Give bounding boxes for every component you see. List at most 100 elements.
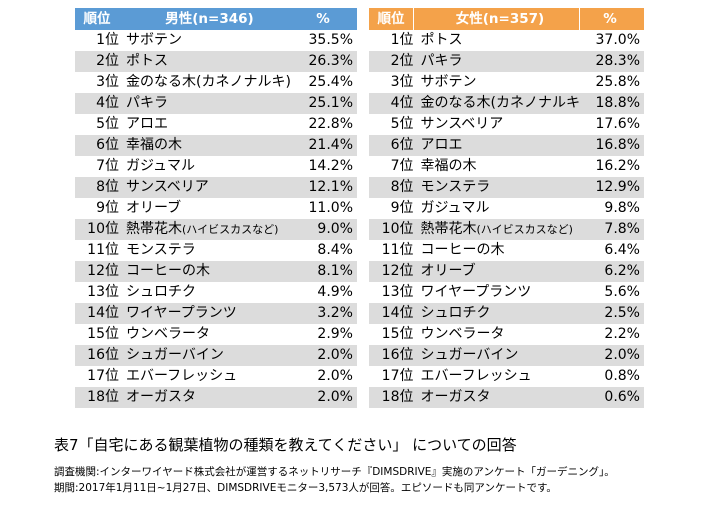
table-row: 3位 金のなる木(カネノナルキ) 25.4%: [75, 72, 357, 93]
plant-name: モンステラ: [126, 242, 196, 258]
plant-name-cell: 金のなる木(カネノナルキ): [413, 93, 580, 114]
plant-name-cell: オーガスタ: [119, 387, 293, 408]
percent-cell: 12.1%: [293, 177, 357, 198]
plant-name-cell: サンスベリア: [119, 177, 293, 198]
plant-name: ワイヤープランツ: [126, 305, 237, 321]
plant-name: 幸福の木: [126, 137, 182, 153]
percent-cell: 28.3%: [579, 51, 644, 72]
rank-cell: 17位: [87, 368, 119, 384]
percent-cell: 2.0%: [579, 345, 644, 366]
rank-cell: 5位: [96, 116, 119, 132]
plant-name: オーガスタ: [420, 389, 491, 405]
percent-cell: 6.2%: [579, 261, 644, 282]
plant-name: サボテン: [126, 32, 182, 48]
rank-cell: 10位: [75, 219, 119, 240]
plant-name: 熱帯花木: [126, 221, 182, 237]
plant-name-cell: オーガスタ: [413, 387, 580, 408]
percent-cell: 7.8%: [579, 219, 644, 240]
percent-cell: 26.3%: [293, 51, 357, 72]
table-caption: 表7「自宅にある観葉植物の種類を教えてください」 についての回答: [54, 436, 517, 454]
rank-cell: 11位: [87, 242, 119, 258]
percent-cell: 9.0%: [293, 219, 357, 240]
rank-cell: 16位: [75, 345, 119, 366]
rank-cell: 3位: [96, 74, 119, 90]
plant-name: ウンベラータ: [126, 326, 210, 342]
plant-name: 金のなる木(カネノナルキ): [126, 74, 291, 90]
percent-cell: 37.0%: [595, 32, 640, 48]
table-row: 11位 コーヒーの木 6.4%: [369, 240, 644, 261]
table-row: 10位 熱帯花木(ハイビスカスなど) 7.8%: [369, 219, 644, 240]
plant-name: アロエ: [126, 116, 168, 132]
table-row: 5位 アロエ 22.8%: [75, 114, 357, 135]
percent-cell: 18.8%: [579, 93, 644, 114]
table-row: 6位 幸福の木 21.4%: [75, 135, 357, 156]
plant-name-cell: コーヒーの木: [414, 240, 580, 261]
percent-cell: 4.9%: [317, 284, 353, 300]
plant-name: アロエ: [420, 137, 463, 153]
percent-cell: 2.0%: [293, 387, 357, 408]
percent-cell: 16.8%: [579, 135, 644, 156]
percent-cell: 35.5%: [308, 32, 353, 48]
plant-name-cell: ワイヤープランツ: [414, 282, 580, 303]
table-row: 14位 シュロチク 2.5%: [369, 303, 644, 324]
plant-name-cell: エバーフレッシュ: [119, 366, 293, 387]
plant-name: パキラ: [420, 53, 463, 69]
plant-name: サンスベリア: [420, 116, 504, 132]
plant-name-cell: サンスベリア: [414, 114, 580, 135]
percent-cell: 25.1%: [293, 93, 357, 114]
percent-cell: 8.1%: [293, 261, 357, 282]
plant-name-note: (ハイビスカスなど): [476, 223, 573, 236]
female-header-row: 順位 女性(n=357) %: [369, 8, 644, 30]
plant-name-cell: ワイヤープランツ: [119, 303, 293, 324]
plant-name-note: (ハイビスカスなど): [182, 223, 279, 236]
rank-cell: 14位: [75, 303, 119, 324]
percent-cell: 2.0%: [317, 368, 353, 384]
plant-name: コーヒーの木: [126, 263, 210, 279]
plant-name: オーガスタ: [126, 389, 196, 405]
percent-cell: 6.4%: [604, 242, 640, 258]
table-row: 1位 サボテン 35.5%: [75, 30, 357, 51]
plant-name: オリーブ: [126, 200, 182, 216]
percent-cell: 2.9%: [317, 326, 353, 342]
plant-name: モンステラ: [420, 179, 491, 195]
survey-note-line: 期間:2017年1月11日~1月27日、DIMSDRIVEモニター3,573人が…: [54, 482, 557, 494]
rank-cell: 4位: [369, 93, 414, 114]
table-row: 2位 パキラ 28.3%: [369, 51, 644, 72]
rank-header: 順位: [75, 8, 119, 30]
plant-name: エバーフレッシュ: [126, 368, 238, 384]
plant-name: コーヒーの木: [420, 242, 505, 258]
rank-cell: 15位: [87, 326, 119, 342]
table-row: 8位 サンスベリア 12.1%: [75, 177, 357, 198]
table-row: 18位 オーガスタ 2.0%: [75, 387, 357, 408]
percent-cell: 22.8%: [308, 116, 353, 132]
percent-header: %: [579, 8, 644, 30]
rank-cell: 11位: [381, 242, 414, 258]
plant-name-cell: 幸福の木: [414, 156, 580, 177]
rank-cell: 4位: [75, 93, 119, 114]
rank-cell: 10位: [369, 219, 414, 240]
table-row: 10位 熱帯花木(ハイビスカスなど) 9.0%: [75, 219, 357, 240]
plant-name-cell: コーヒーの木: [119, 261, 293, 282]
plant-name: ポトス: [420, 32, 463, 48]
female-ranking-table: 順位 女性(n=357) % 1位 ポトス 37.0% 2位 パキラ 28.3% 3位 サボテ…: [369, 8, 644, 408]
plant-name-cell: オリーブ: [413, 261, 580, 282]
male-ranking-table: 順位 男性(n=346) % 1位 サボテン 35.5% 2位 ポトス 26.3% 3位 金の…: [75, 8, 357, 408]
rank-cell: 6位: [369, 135, 414, 156]
plant-name: サンスベリア: [126, 179, 209, 195]
rank-cell: 8位: [75, 177, 119, 198]
percent-cell: 5.6%: [604, 284, 640, 300]
rank-cell: 2位: [369, 51, 414, 72]
table-row: 16位 シュガーバイン 2.0%: [75, 345, 357, 366]
plant-name: 金のなる木(カネノナルキ): [420, 95, 580, 111]
rank-cell: 1位: [390, 32, 414, 48]
percent-cell: 3.2%: [293, 303, 357, 324]
rank-cell: 18位: [369, 387, 414, 408]
percent-header: %: [293, 8, 357, 30]
percent-cell: 14.2%: [308, 158, 353, 174]
table-row: 9位 オリーブ 11.0%: [75, 198, 357, 219]
plant-name: ワイヤープランツ: [420, 284, 532, 300]
table-row: 12位 オリーブ 6.2%: [369, 261, 644, 282]
plant-name-cell: オリーブ: [119, 198, 293, 219]
rank-header: 順位: [369, 8, 414, 30]
plant-name-cell: パキラ: [119, 93, 293, 114]
